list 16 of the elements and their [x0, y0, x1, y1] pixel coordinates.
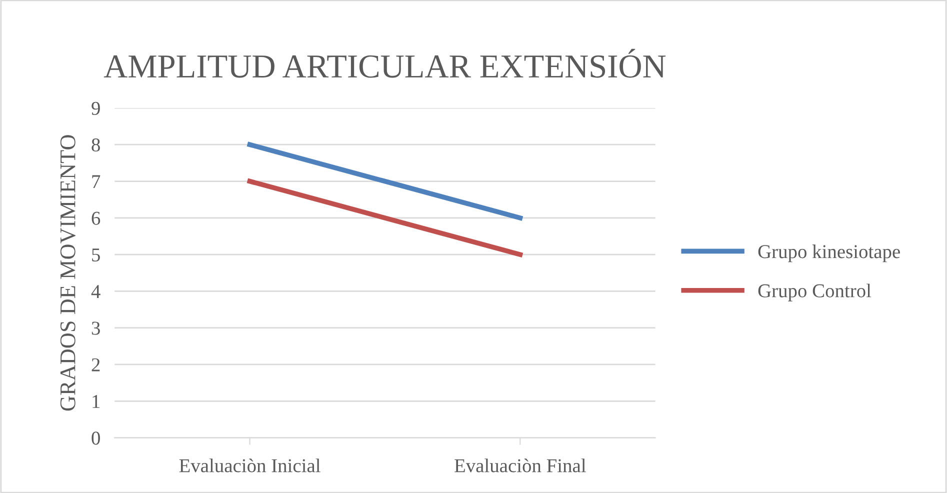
y-tick-label: 2: [92, 358, 100, 372]
legend-label: Grupo Control: [758, 284, 872, 302]
y-tick-label: 1: [92, 395, 100, 408]
y-tick-label: 3: [92, 322, 100, 335]
y-tick-label: 0: [92, 432, 100, 445]
y-tick-label: 9: [92, 102, 100, 115]
y-axis-title: GRADOS DE MOVIMIENTO: [60, 135, 76, 411]
y-tick-label: 7: [92, 175, 100, 188]
y-tick-label: 5: [92, 248, 100, 262]
x-tick-label: Evaluaciòn Inicial: [179, 458, 320, 472]
chart-title: AMPLITUD ARTICULAR EXTENSIÓN: [104, 48, 666, 78]
y-tick-label: 8: [92, 138, 100, 152]
y-tick-label: 6: [92, 212, 100, 225]
y-tick-label: 4: [91, 285, 100, 298]
x-tick-label: Evaluaciòn Final: [454, 458, 586, 472]
legend-label: Grupo kinesiotape: [758, 244, 900, 262]
